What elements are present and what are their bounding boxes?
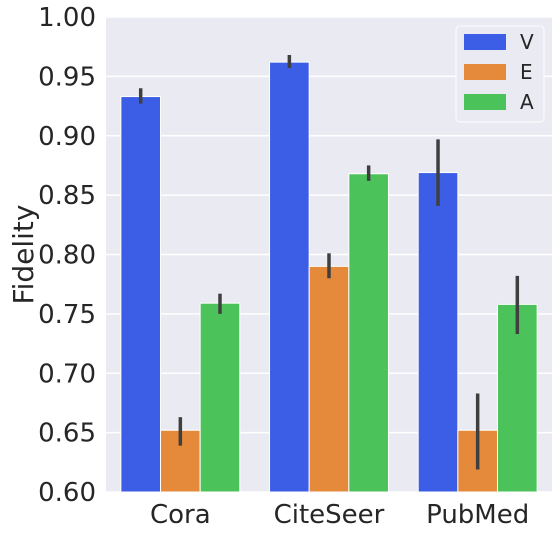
y-tick-label: 0.85: [38, 181, 96, 211]
legend-label-a: A: [520, 90, 534, 114]
legend-label-e: E: [520, 60, 533, 84]
bar-a-cora: [199, 302, 241, 493]
bar-a-citeseer: [348, 173, 389, 493]
bar-e-citeseer: [308, 265, 350, 493]
x-tick-label: CiteSeer: [274, 500, 385, 530]
y-tick-label: 1.00: [38, 3, 96, 33]
x-tick-label: Cora: [150, 500, 211, 530]
y-tick-label: 0.65: [38, 419, 96, 449]
bars: [120, 61, 538, 493]
legend-swatch-v: [464, 34, 506, 50]
bar-v-pubmed: [417, 172, 459, 493]
legend-swatch-a: [464, 94, 506, 110]
legend: VEA: [455, 25, 545, 123]
legend-label-v: V: [520, 30, 534, 54]
y-axis-title: Fidelity: [7, 205, 40, 305]
y-tick-label: 0.70: [38, 359, 96, 389]
x-tick-label: PubMed: [426, 500, 529, 530]
bar-v-cora: [120, 96, 162, 493]
y-tick-label: 0.75: [38, 300, 96, 330]
y-axis-ticks: 0.60 0.65 0.70 0.75 0.80 0.85 0.90 0.95 1.00: [38, 3, 96, 508]
error-bars: [138, 55, 520, 470]
y-tick-label: 0.95: [38, 62, 96, 92]
x-axis-ticks: Cora CiteSeer PubMed: [150, 500, 529, 530]
y-tick-label: 0.80: [38, 241, 96, 271]
bar-v-citeseer: [269, 61, 310, 493]
legend-swatch-e: [464, 64, 506, 80]
y-tick-label: 0.60: [38, 478, 96, 508]
y-tick-label: 0.90: [38, 122, 96, 152]
